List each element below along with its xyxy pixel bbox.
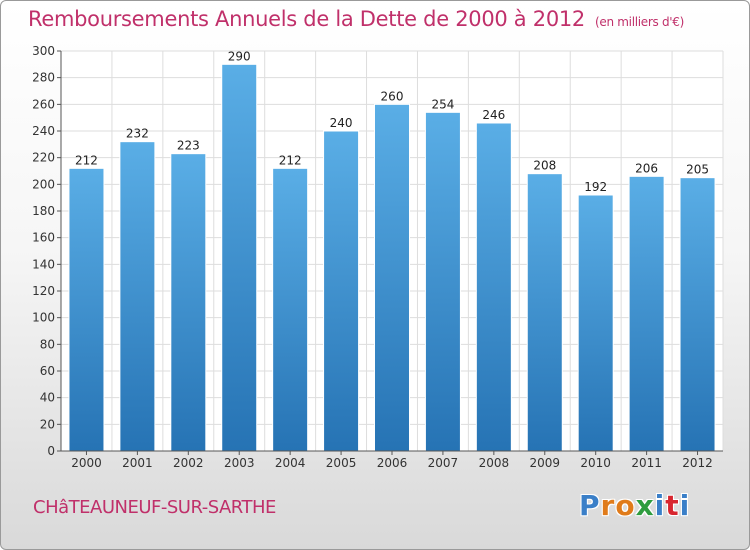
logo-letter: x	[635, 489, 655, 522]
y-tick-label: 180	[32, 204, 55, 218]
y-tick-label: 60	[40, 364, 55, 378]
bar	[170, 153, 207, 452]
y-tick-label: 260	[32, 97, 55, 111]
logo-letter: o	[615, 489, 636, 522]
x-tick-label: 2002	[173, 456, 204, 470]
chart-subtitle: (en milliers d'€)	[595, 15, 685, 29]
bar	[526, 173, 563, 452]
bar	[475, 122, 512, 452]
y-tick-label: 200	[32, 177, 55, 191]
y-tick-label: 220	[32, 151, 55, 165]
x-tick-label: 2001	[122, 456, 153, 470]
x-tick-label: 2008	[479, 456, 510, 470]
bar	[119, 141, 156, 452]
bar	[577, 194, 614, 452]
bar	[68, 167, 105, 452]
x-tick-label: 2003	[224, 456, 255, 470]
x-tick-label: 2005	[326, 456, 357, 470]
logo-letter: t	[665, 489, 680, 522]
y-tick-label: 40	[40, 391, 55, 405]
bar	[374, 103, 410, 452]
data-label: 212	[75, 153, 98, 167]
y-tick-label: 160	[32, 231, 55, 245]
y-tick-label: 0	[47, 444, 55, 458]
data-label: 232	[126, 127, 149, 141]
y-tick-label: 80	[40, 337, 55, 351]
bar	[424, 111, 461, 452]
y-tick-label: 100	[32, 311, 55, 325]
proxiti-logo[interactable]: Proxiti	[579, 489, 690, 522]
data-label: 192	[584, 180, 607, 194]
y-tick-label: 120	[32, 284, 55, 298]
y-tick-label: 240	[32, 124, 55, 138]
x-tick-label: 2000	[71, 456, 102, 470]
data-label: 260	[381, 89, 404, 103]
x-tick-label: 2010	[580, 456, 611, 470]
y-tick-label: 20	[40, 417, 55, 431]
data-label: 206	[635, 161, 658, 175]
x-tick-label: 2006	[377, 456, 408, 470]
data-label: 208	[533, 159, 556, 173]
bar	[679, 177, 716, 452]
logo-letter: P	[579, 489, 601, 522]
x-tick-label: 2012	[682, 456, 713, 470]
y-tick-label: 140	[32, 257, 55, 271]
data-label: 290	[228, 49, 251, 63]
data-label: 254	[431, 97, 454, 111]
x-tick-label: 2004	[275, 456, 306, 470]
data-label: 246	[482, 108, 505, 122]
bar	[221, 63, 258, 452]
logo-letter: r	[600, 489, 616, 522]
x-tick-label: 2011	[631, 456, 662, 470]
data-label: 212	[279, 153, 302, 167]
bar	[272, 167, 309, 452]
x-tick-label: 2007	[428, 456, 459, 470]
bar	[323, 130, 360, 452]
logo-letter: i	[654, 489, 666, 522]
town-name: CHâTEAUNEUF-SUR-SARTHE	[33, 497, 276, 518]
logo-letter: i	[679, 489, 691, 522]
data-label: 240	[330, 116, 353, 130]
chart-title: Remboursements Annuels de la Dette de 20…	[28, 7, 684, 31]
data-label: 205	[686, 163, 709, 177]
x-tick-label: 2009	[529, 456, 560, 470]
bar	[628, 175, 665, 452]
y-tick-label: 300	[32, 44, 55, 58]
title-text: Remboursements Annuels de la Dette de 20…	[28, 7, 585, 31]
data-label: 223	[177, 139, 200, 153]
y-tick-label: 280	[32, 71, 55, 85]
